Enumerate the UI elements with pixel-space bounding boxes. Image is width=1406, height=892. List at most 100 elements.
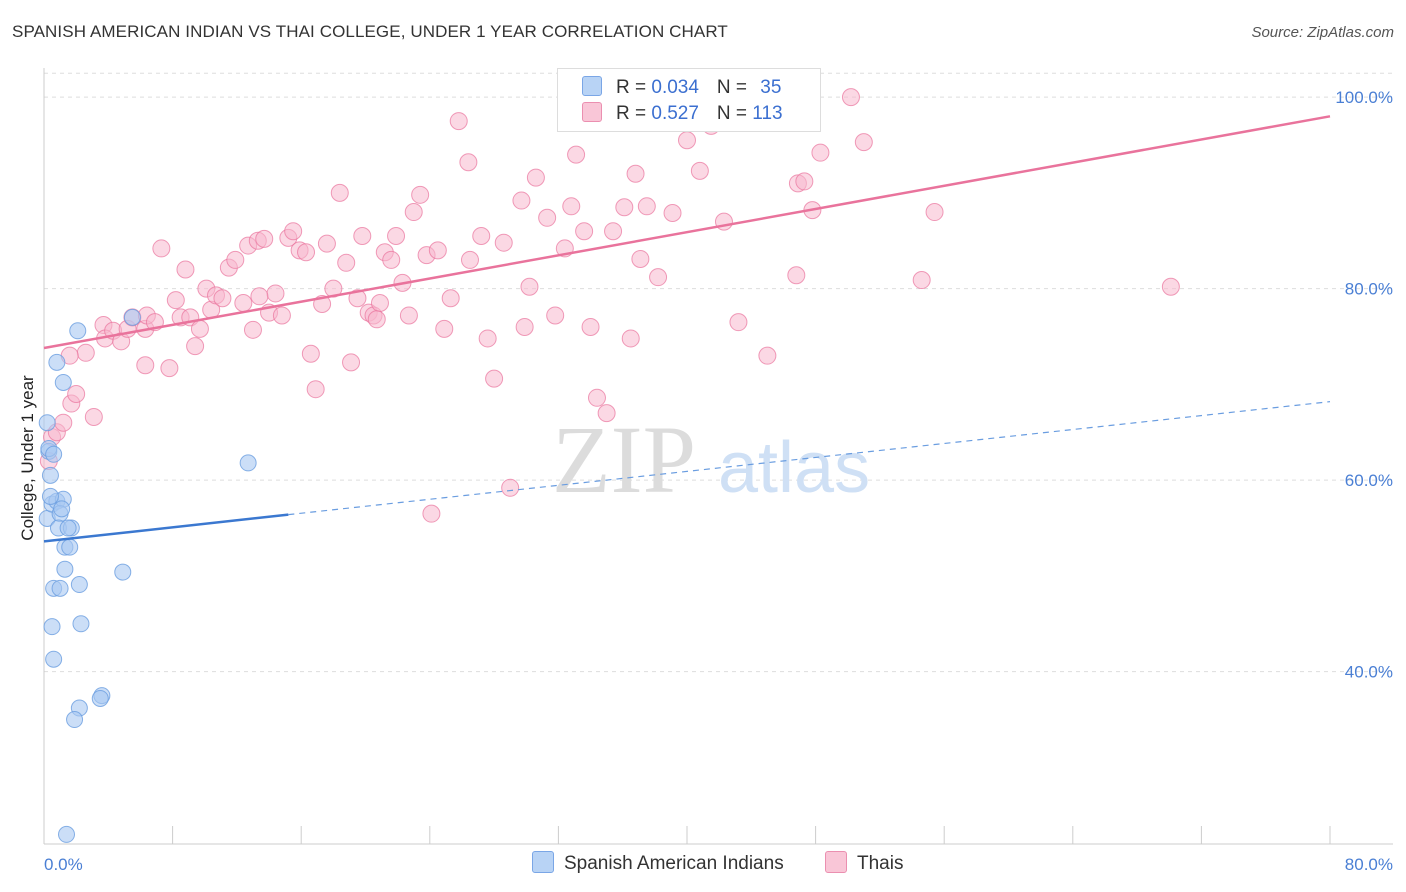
point-thais	[399, 306, 418, 325]
point-thais	[324, 279, 343, 298]
point-thais	[925, 203, 944, 222]
point-spanish	[45, 445, 63, 463]
source-label: Source: ZipAtlas.com	[1251, 24, 1394, 41]
point-thais	[631, 249, 650, 268]
legend-n-thais: 113	[752, 103, 783, 124]
point-thais	[76, 343, 95, 362]
point-thais	[472, 226, 491, 245]
point-thais	[626, 164, 645, 183]
chart-title: SPANISH AMERICAN INDIAN VS THAI COLLEGE,…	[12, 22, 728, 41]
legend: R = 0.034 N = 35 R = 0.527 N = 113	[557, 68, 821, 132]
point-thais	[348, 289, 367, 308]
point-thais	[176, 260, 195, 279]
point-thais	[428, 241, 447, 260]
point-spanish	[66, 711, 84, 729]
point-thais	[284, 222, 303, 241]
point-thais	[435, 319, 454, 338]
point-spanish	[239, 454, 257, 472]
point-thais	[330, 183, 349, 202]
point-thais	[567, 145, 586, 164]
point-thais	[538, 208, 557, 227]
point-thais	[422, 504, 441, 523]
point-thais	[459, 153, 478, 172]
point-thais	[637, 197, 656, 216]
legend-swatch-thais	[582, 102, 602, 122]
bottom-legend-swatch-spanish	[532, 851, 554, 873]
point-thais	[213, 289, 232, 308]
y-tick-label: 40.0%	[1345, 663, 1393, 682]
point-thais	[501, 478, 520, 497]
point-spanish	[41, 487, 59, 505]
point-thais	[297, 243, 316, 262]
watermark-zip: ZIP	[552, 406, 696, 513]
point-thais	[67, 384, 86, 403]
point-spanish	[56, 560, 74, 578]
point-thais	[597, 404, 616, 423]
point-thais	[255, 229, 274, 248]
point-thais	[449, 112, 468, 131]
legend-swatch-spanish	[582, 76, 602, 96]
point-thais	[234, 294, 253, 313]
point-spanish	[48, 353, 66, 371]
point-thais	[581, 317, 600, 336]
point-spanish	[61, 538, 79, 556]
point-spanish	[123, 308, 141, 326]
point-thais	[186, 337, 205, 356]
point-thais	[512, 191, 531, 210]
x-tick-label: 0.0%	[44, 855, 83, 874]
legend-n-spanish: 35	[760, 77, 782, 98]
point-thais	[615, 198, 634, 217]
point-spanish	[69, 322, 87, 340]
legend-row-spanish: R = 0.034 N = 35	[582, 76, 781, 100]
trend-line-spanish-extended	[288, 401, 1331, 516]
point-thais	[854, 133, 873, 152]
tick-labels: 100.0% 80.0% 60.0% 40.0% 0.0% 80.0%	[44, 88, 1393, 874]
point-thais	[317, 234, 336, 253]
point-thais	[136, 356, 155, 375]
point-thais	[649, 268, 668, 287]
axes	[43, 68, 1393, 845]
point-thais	[152, 239, 171, 258]
point-thais	[160, 359, 179, 378]
legend-r-spanish: 0.034	[651, 77, 699, 98]
point-thais	[306, 380, 325, 399]
point-thais	[575, 222, 594, 241]
watermark-atlas: atlas	[718, 428, 870, 508]
grid-lines	[44, 72, 1393, 673]
trend-line-thais	[43, 115, 1331, 350]
point-thais	[690, 161, 709, 180]
point-thais	[367, 310, 386, 329]
point-spanish	[38, 414, 56, 432]
point-thais	[621, 329, 640, 348]
point-spanish	[91, 689, 109, 707]
point-spanish	[72, 615, 90, 633]
point-thais	[562, 197, 581, 216]
point-thais	[387, 226, 406, 245]
point-thais	[478, 329, 497, 348]
point-spanish	[114, 563, 132, 581]
y-tick-label: 100.0%	[1335, 88, 1393, 107]
data-points	[38, 88, 1180, 843]
point-spanish	[70, 576, 88, 594]
point-thais	[382, 250, 401, 269]
trend-lines	[43, 115, 1331, 543]
point-thais	[663, 204, 682, 223]
point-thais	[587, 388, 606, 407]
point-spanish	[41, 466, 59, 484]
point-spanish	[53, 500, 71, 518]
point-spanish	[59, 519, 77, 537]
point-thais	[546, 306, 565, 325]
point-thais	[370, 294, 389, 313]
point-thais	[342, 353, 361, 372]
point-spanish	[43, 618, 61, 636]
point-thais	[758, 346, 777, 365]
bottom-legend-spanish: Spanish American Indians	[532, 851, 784, 875]
point-thais	[411, 185, 430, 204]
point-spanish	[54, 373, 72, 391]
point-thais	[226, 250, 245, 269]
y-axis-label: College, Under 1 year	[18, 375, 37, 541]
point-thais	[166, 291, 185, 310]
bottom-legend-thais: Thais	[825, 851, 903, 875]
point-thais	[515, 317, 534, 336]
point-thais	[604, 222, 623, 241]
